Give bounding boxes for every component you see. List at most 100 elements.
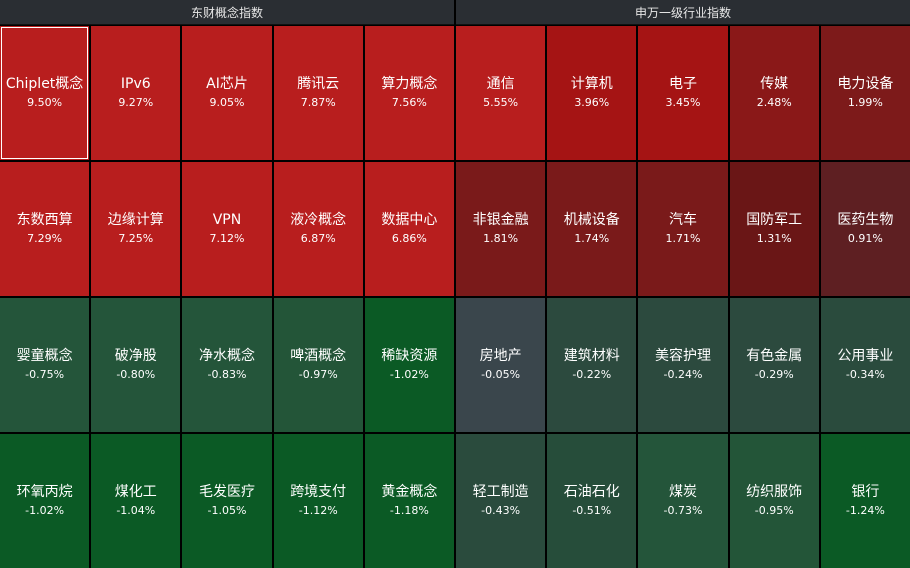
heatmap-tile[interactable]: 黄金概念 -1.18% bbox=[364, 434, 454, 568]
tile-name: 边缘计算 bbox=[107, 212, 164, 228]
tile-name: 跨境支付 bbox=[290, 484, 347, 500]
tile-name: 环氧丙烷 bbox=[16, 484, 73, 500]
heatmap-tile[interactable]: 电力设备 1.99% bbox=[820, 26, 910, 160]
heatmap-tile[interactable]: 毛发医疗 -1.05% bbox=[182, 434, 272, 568]
heatmap-tile[interactable]: 腾讯云 7.87% bbox=[273, 26, 363, 160]
tile-name: 净水概念 bbox=[198, 348, 255, 364]
heatmap-tile[interactable]: 破净股 -0.80% bbox=[91, 298, 181, 432]
tile-name: 算力概念 bbox=[381, 76, 438, 92]
tile-name: 国防军工 bbox=[746, 212, 803, 228]
tile-name: 石油石化 bbox=[563, 484, 620, 500]
heatmap-tile[interactable]: 银行 -1.24% bbox=[820, 434, 910, 568]
tile-change-percent: -0.24% bbox=[663, 368, 703, 381]
tile-change-percent: -0.22% bbox=[572, 368, 612, 381]
heatmap-tile[interactable]: 煤化工 -1.04% bbox=[91, 434, 181, 568]
tile-name: IPv6 bbox=[120, 76, 151, 92]
tile-name: 破净股 bbox=[114, 348, 157, 364]
heatmap-tile[interactable]: 汽车 1.71% bbox=[638, 162, 728, 296]
tile-change-percent: -0.97% bbox=[298, 368, 338, 381]
heatmap-tile[interactable]: 净水概念 -0.83% bbox=[182, 298, 272, 432]
tile-name: 医药生物 bbox=[837, 212, 894, 228]
tile-name: 数据中心 bbox=[381, 212, 438, 228]
tile-change-percent: 1.71% bbox=[665, 232, 701, 245]
tile-change-percent: -0.95% bbox=[754, 504, 794, 517]
tile-change-percent: -0.05% bbox=[481, 368, 521, 381]
tile-name: 机械设备 bbox=[563, 212, 620, 228]
tile-change-percent: -0.75% bbox=[25, 368, 65, 381]
tile-change-percent: -0.43% bbox=[481, 504, 521, 517]
heatmap-tile[interactable]: 算力概念 7.56% bbox=[364, 26, 454, 160]
heatmap-tile[interactable]: 电子 3.45% bbox=[638, 26, 728, 160]
tile-change-percent: 7.56% bbox=[391, 96, 427, 109]
heatmap-tile[interactable]: 煤炭 -0.73% bbox=[638, 434, 728, 568]
heatmap-tile[interactable]: 非银金融 1.81% bbox=[456, 162, 546, 296]
heatmap-tile[interactable]: 通信 5.55% bbox=[456, 26, 546, 160]
heatmap-tile[interactable]: 传媒 2.48% bbox=[729, 26, 819, 160]
heatmap-tile[interactable]: 环氧丙烷 -1.02% bbox=[0, 434, 90, 568]
tile-change-percent: -0.83% bbox=[207, 368, 247, 381]
tile-change-percent: 1.99% bbox=[847, 96, 883, 109]
heatmap-tile[interactable]: 边缘计算 7.25% bbox=[91, 162, 181, 296]
heatmap-tile[interactable]: 石油石化 -0.51% bbox=[547, 434, 637, 568]
tile-name: Chiplet概念 bbox=[5, 76, 84, 92]
heatmap-tile[interactable]: 婴童概念 -0.75% bbox=[0, 298, 90, 432]
heatmap-tile[interactable]: 美容护理 -0.24% bbox=[638, 298, 728, 432]
heatmap-tile[interactable]: 东数西算 7.29% bbox=[0, 162, 90, 296]
heatmap-tile[interactable]: 数据中心 6.86% bbox=[364, 162, 454, 296]
tile-name: 有色金属 bbox=[746, 348, 803, 364]
tile-name: 汽车 bbox=[668, 212, 697, 228]
tile-change-percent: 6.87% bbox=[300, 232, 336, 245]
panel-concept-index: 东财概念指数 Chiplet概念 9.50% IPv6 9.27% AI芯片 9.05% 腾… bbox=[0, 0, 454, 568]
tile-name: 东数西算 bbox=[16, 212, 73, 228]
tile-change-percent: -0.51% bbox=[572, 504, 612, 517]
heatmap-tile[interactable]: 有色金属 -0.29% bbox=[729, 298, 819, 432]
concept-heatmap-grid: Chiplet概念 9.50% IPv6 9.27% AI芯片 9.05% 腾讯云 7.87%… bbox=[0, 25, 454, 568]
tile-name: 电子 bbox=[668, 76, 697, 92]
tile-name: 煤炭 bbox=[668, 484, 697, 500]
panel-title: 申万一级行业指数 bbox=[456, 0, 910, 25]
tile-change-percent: 1.31% bbox=[756, 232, 792, 245]
heatmap-tile[interactable]: 公用事业 -0.34% bbox=[820, 298, 910, 432]
tile-change-percent: 3.45% bbox=[665, 96, 701, 109]
tile-name: 煤化工 bbox=[114, 484, 157, 500]
tile-change-percent: -1.18% bbox=[389, 504, 429, 517]
heatmap-tile[interactable]: 建筑材料 -0.22% bbox=[547, 298, 637, 432]
heatmap-tile[interactable]: 医药生物 0.91% bbox=[820, 162, 910, 296]
heatmap-tile[interactable]: 机械设备 1.74% bbox=[547, 162, 637, 296]
tile-change-percent: 2.48% bbox=[756, 96, 792, 109]
heatmap-tile[interactable]: 跨境支付 -1.12% bbox=[273, 434, 363, 568]
tile-name: 毛发医疗 bbox=[198, 484, 255, 500]
tile-change-percent: 1.74% bbox=[574, 232, 610, 245]
tile-name: 婴童概念 bbox=[16, 348, 73, 364]
tile-name: 轻工制造 bbox=[472, 484, 529, 500]
tile-name: 公用事业 bbox=[837, 348, 894, 364]
heatmap-tile[interactable]: 房地产 -0.05% bbox=[456, 298, 546, 432]
tile-name: 黄金概念 bbox=[381, 484, 438, 500]
tile-change-percent: 0.91% bbox=[847, 232, 883, 245]
panel-title: 东财概念指数 bbox=[0, 0, 454, 25]
heatmap-tile[interactable]: 国防军工 1.31% bbox=[729, 162, 819, 296]
heatmap-tile[interactable]: 液冷概念 6.87% bbox=[273, 162, 363, 296]
heatmap-tile[interactable]: 纺织服饰 -0.95% bbox=[729, 434, 819, 568]
heatmap-tile[interactable]: VPN 7.12% bbox=[182, 162, 272, 296]
panel-industry-index: 申万一级行业指数 通信 5.55% 计算机 3.96% 电子 3.45% 传媒 2.48% 电力… bbox=[456, 0, 910, 568]
tile-change-percent: 5.55% bbox=[483, 96, 519, 109]
tile-change-percent: -0.73% bbox=[663, 504, 703, 517]
tile-name: AI芯片 bbox=[206, 76, 248, 92]
tile-change-percent: 6.86% bbox=[391, 232, 427, 245]
heatmap-tile[interactable]: Chiplet概念 9.50% bbox=[0, 26, 90, 160]
heatmap-tile[interactable]: 稀缺资源 -1.02% bbox=[364, 298, 454, 432]
tile-change-percent: 7.29% bbox=[27, 232, 63, 245]
heatmap-tile[interactable]: 轻工制造 -0.43% bbox=[456, 434, 546, 568]
heatmap-tile[interactable]: 啤酒概念 -0.97% bbox=[273, 298, 363, 432]
tile-change-percent: -0.29% bbox=[754, 368, 794, 381]
tile-name: 纺织服饰 bbox=[746, 484, 803, 500]
heatmap-tile[interactable]: IPv6 9.27% bbox=[91, 26, 181, 160]
tile-change-percent: 3.96% bbox=[574, 96, 610, 109]
tile-name: 非银金融 bbox=[472, 212, 529, 228]
tile-name: 腾讯云 bbox=[297, 76, 340, 92]
heatmap-tile[interactable]: 计算机 3.96% bbox=[547, 26, 637, 160]
tile-name: 银行 bbox=[851, 484, 880, 500]
tile-change-percent: -1.24% bbox=[845, 504, 885, 517]
heatmap-tile[interactable]: AI芯片 9.05% bbox=[182, 26, 272, 160]
